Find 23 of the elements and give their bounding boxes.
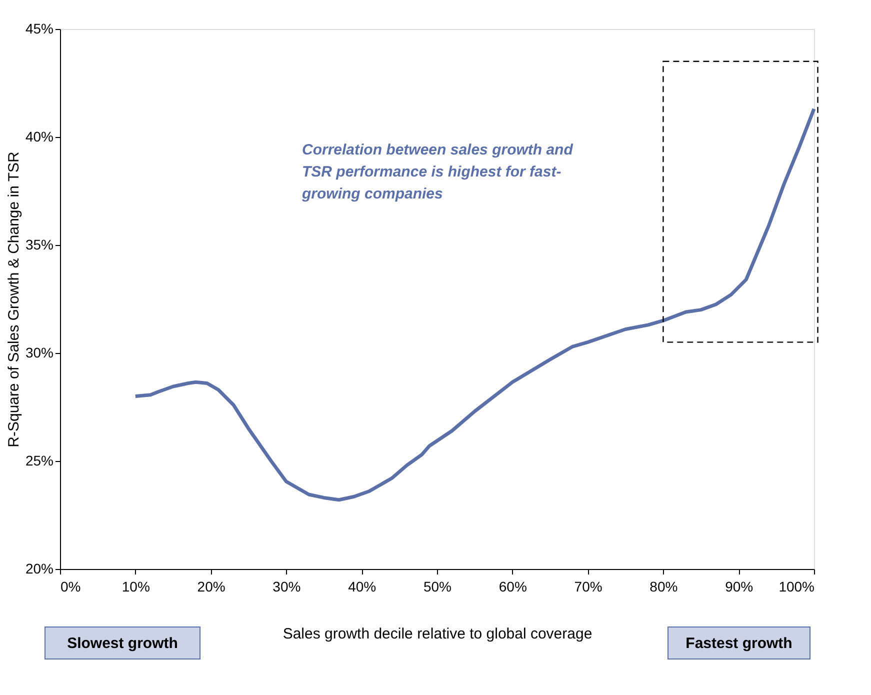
x-tick-label: 10% — [122, 578, 150, 594]
x-tick-label: 80% — [650, 578, 678, 594]
x-tick-label: 20% — [197, 578, 226, 594]
line-series — [134, 107, 816, 502]
x-axis-title: Sales growth decile relative to global coverage — [282, 626, 592, 642]
x-tick-label: 50% — [423, 578, 452, 594]
y-tick-label: 20% — [25, 560, 54, 576]
annotation: Correlation between sales growth and TSR performance is highest for fast-growing companies — [301, 141, 574, 202]
x-tick-label: 90% — [725, 578, 754, 594]
x-tick-label: 100% — [778, 578, 814, 594]
y-tick-label: 45% — [25, 20, 54, 36]
x-tick-label: 30% — [272, 578, 301, 594]
y-tick-label: 40% — [25, 128, 54, 144]
text: Fastest growth — [686, 635, 792, 652]
text: Slowest growth — [67, 635, 178, 652]
x-tick-label: 40% — [348, 578, 376, 594]
y-axis-title: R-Square of Sales Growth & Change in TSR — [5, 151, 22, 448]
x-tick-label: 70% — [574, 578, 602, 594]
y-tick-label: 35% — [25, 236, 54, 252]
y-tick-label: 25% — [25, 452, 54, 468]
x-tick-label: 60% — [498, 578, 527, 594]
x-tick-label: 0% — [60, 578, 81, 594]
y-tick-label: 30% — [25, 344, 54, 360]
